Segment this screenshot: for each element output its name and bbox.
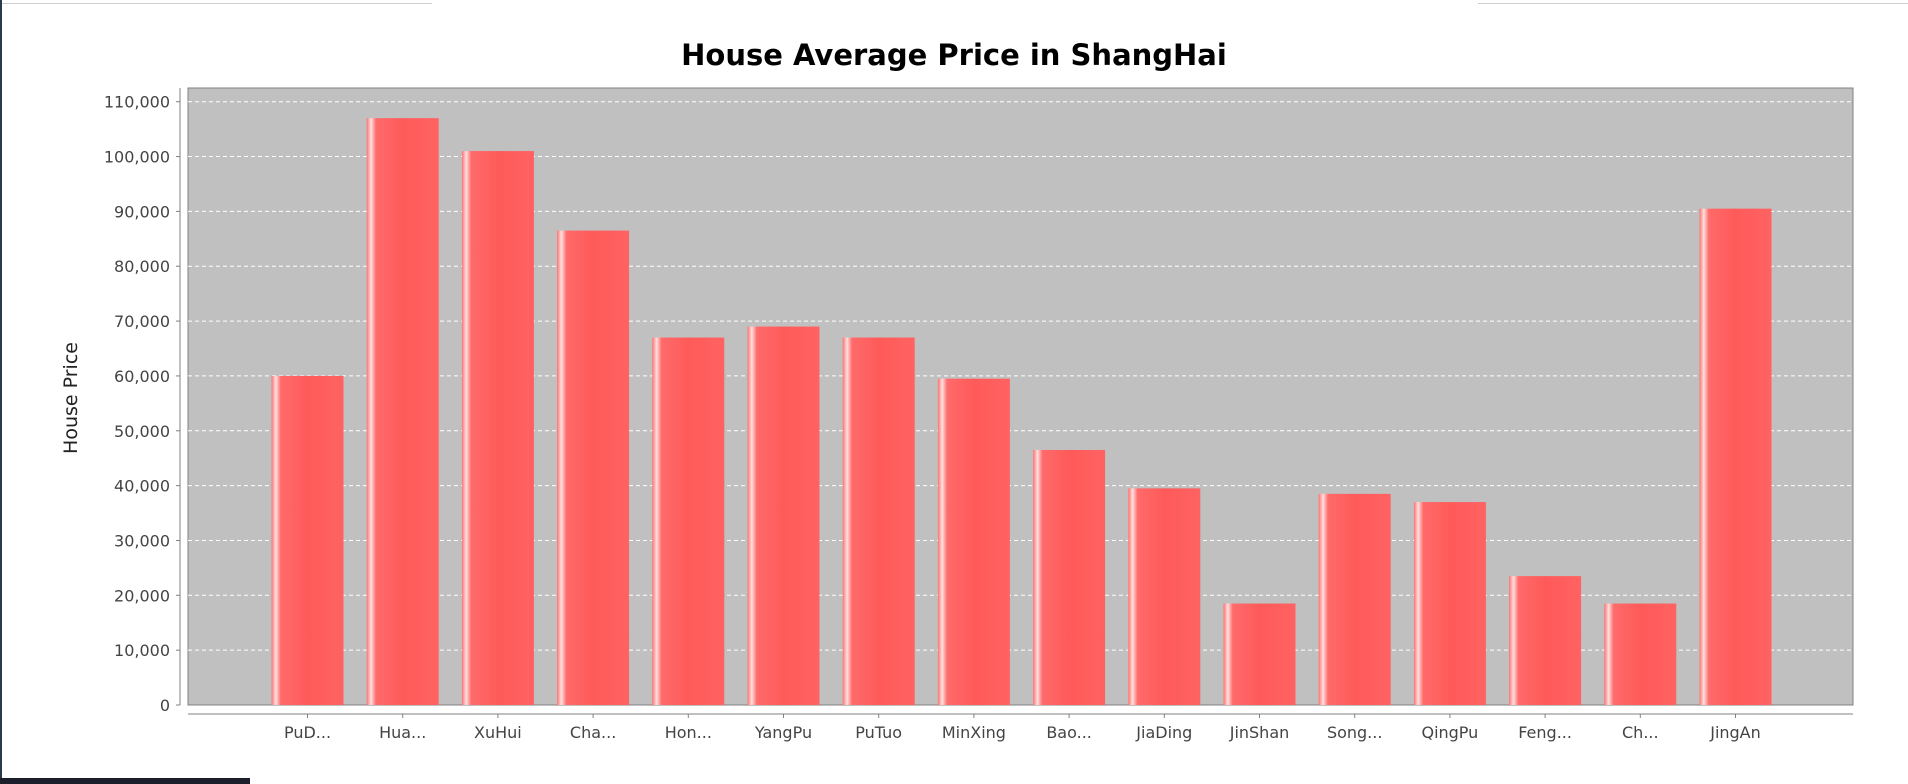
y-tick-label: 70,000 <box>114 312 170 331</box>
bars <box>271 118 1772 706</box>
x-tick-label: Hon... <box>665 723 712 742</box>
bar <box>1033 449 1106 705</box>
bar <box>652 337 725 705</box>
y-tick-label: 0 <box>160 696 170 715</box>
y-tick-label: 20,000 <box>114 586 170 605</box>
x-tick-label: Song... <box>1327 723 1383 742</box>
y-tick-label: 80,000 <box>114 257 170 276</box>
y-tick-label: 40,000 <box>114 477 170 496</box>
bar <box>557 230 630 705</box>
bar <box>842 337 915 705</box>
x-tick-label: Cha... <box>570 723 616 742</box>
x-tick-label: PuTuo <box>855 723 902 742</box>
bar <box>1699 208 1772 705</box>
bar <box>366 118 439 706</box>
bar <box>1604 603 1677 705</box>
top-border-right <box>1478 3 1908 4</box>
x-tick-label: YangPu <box>754 723 812 742</box>
x-tick-label: MinXing <box>942 723 1006 742</box>
bar <box>747 326 820 705</box>
x-axis-ticks: PuD... Hua... XuHui Cha... Hon... YangPu PuTuo… <box>284 714 1761 742</box>
bar <box>1413 502 1486 705</box>
y-axis-label: House Price <box>60 342 82 454</box>
bar <box>1223 603 1296 705</box>
top-border-left <box>0 3 432 4</box>
chart-title: House Average Price in ShangHai <box>681 38 1227 72</box>
y-tick-label: 90,000 <box>114 202 170 221</box>
window-left-edge <box>0 0 2 784</box>
x-tick-label: Feng... <box>1518 723 1572 742</box>
bar <box>937 378 1010 705</box>
x-tick-label: JingAn <box>1709 723 1761 742</box>
y-tick-label: 50,000 <box>114 422 170 441</box>
y-tick-label: 30,000 <box>114 531 170 550</box>
bar <box>1318 493 1391 705</box>
bar <box>271 375 344 705</box>
x-tick-label: JinShan <box>1229 723 1290 742</box>
x-tick-label: PuD... <box>284 723 331 742</box>
x-tick-label: Ch... <box>1622 723 1659 742</box>
x-tick-label: QingPu <box>1421 723 1478 742</box>
x-tick-label: Bao... <box>1046 723 1092 742</box>
y-axis-ticks: 0 10,000 20,000 30,000 40,000 50,000 60,000 70,… <box>104 93 180 715</box>
bar <box>1128 488 1201 705</box>
window-bottom-strip <box>0 778 250 784</box>
bar <box>1509 576 1582 705</box>
x-tick-label: XuHui <box>474 723 522 742</box>
bar <box>461 151 534 705</box>
x-tick-label: Hua... <box>379 723 426 742</box>
y-tick-label: 110,000 <box>104 93 170 112</box>
y-tick-label: 100,000 <box>104 148 170 167</box>
y-tick-label: 10,000 <box>114 641 170 660</box>
x-tick-label: JiaDing <box>1135 723 1192 742</box>
y-tick-label: 60,000 <box>114 367 170 386</box>
